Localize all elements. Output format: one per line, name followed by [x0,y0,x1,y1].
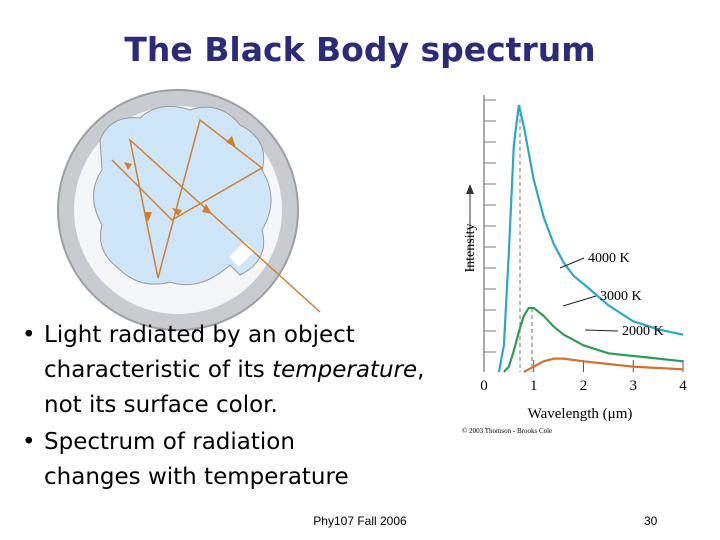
x-tick-label: 3 [630,378,638,394]
text: Spectrum of radiation [44,429,295,455]
title: The Black Body spectrum [124,30,596,69]
text: Light radiated by an object [44,322,355,348]
x-tick-label: 4 [679,378,687,394]
bullet: • Light radiated by an object characteri… [22,318,424,423]
credit: © 2003 Thomson - Brooks Cole [462,427,552,435]
y-axis-label: Intensity [463,224,478,273]
x-tick-label: 1 [530,378,538,394]
series-line [523,357,684,373]
cavity-diagram [57,89,321,331]
y-arrow-head [466,184,474,194]
text: changes with temperature [44,464,349,490]
emphasis: temperature [272,357,418,383]
bullet: • Spectrum of radiation changes with tem… [22,425,349,495]
footer-course: Phy107 Fall 2006 [313,514,407,528]
series-label: 4000 K [588,251,630,266]
page-number: 30 [644,514,658,528]
series-line [503,306,684,373]
x-tick-label: 0 [480,378,488,394]
bullet-line: Light radiated by an object [22,318,424,353]
label-arrow [584,329,619,332]
text: characteristic of its [44,357,273,383]
label-arrow [562,295,597,307]
label-arrow [559,257,585,269]
y-axis-ticks [484,99,496,353]
bullet-line: not its surface color. [22,388,424,423]
bullet-line: changes with temperature [22,460,349,495]
bullet-line: characteristic of its temperature, [22,353,424,388]
x-axis-label: Wavelength (μm) [528,406,633,422]
series-label: 3000 K [600,289,642,304]
text: , [417,357,425,383]
x-tick-label: 2 [580,378,588,394]
bullet-line: Spectrum of radiation [22,425,349,460]
series-label: 2000 K [622,324,664,339]
text: not its surface color. [44,392,278,418]
spectrum-chart: Intensity Wavelength (μm) © 2003 Thomson… [462,95,687,435]
series-line [497,104,684,373]
